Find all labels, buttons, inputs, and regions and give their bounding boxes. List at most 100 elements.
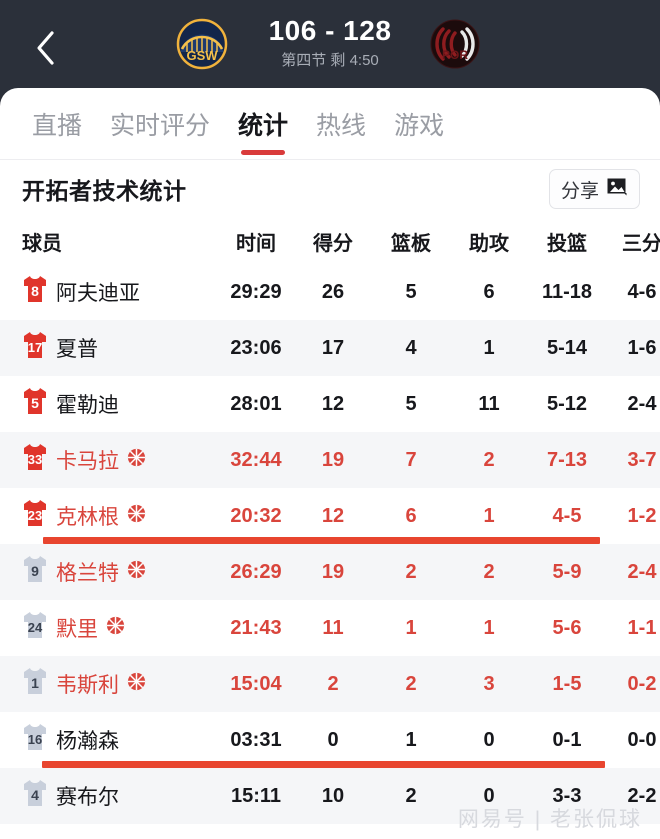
svg-text:24: 24 bbox=[28, 620, 43, 635]
basketball-icon bbox=[127, 448, 146, 473]
game-header: GSW POR 106 - 128 第四节 剩 4:50 bbox=[0, 0, 660, 96]
svg-text:4: 4 bbox=[31, 787, 39, 803]
jersey-icon: 1 bbox=[22, 666, 48, 702]
back-button[interactable] bbox=[26, 26, 66, 70]
cell-fieldgoal: 5-12 bbox=[546, 392, 588, 415]
svg-text:17: 17 bbox=[28, 340, 42, 355]
cell-rebounds: 2 bbox=[405, 560, 417, 583]
jersey-icon: 24 bbox=[22, 610, 48, 646]
table-row[interactable]: 24 默里 21:43 11 1 1 5-6 1-1 bbox=[0, 600, 660, 656]
cell-assists: 0 bbox=[483, 728, 495, 751]
cell-rebounds: 1 bbox=[405, 616, 417, 639]
player-cell: 1 韦斯利 bbox=[22, 666, 218, 702]
col-header-rebounds: 篮板 bbox=[391, 232, 431, 255]
cell-fieldgoal: 4-5 bbox=[552, 504, 582, 527]
player-name: 杨瀚森 bbox=[56, 730, 119, 753]
player-name: 韦斯利 bbox=[56, 674, 119, 697]
cell-assists: 6 bbox=[483, 280, 495, 303]
cell-assists: 1 bbox=[483, 616, 495, 639]
cell-minutes: 32:44 bbox=[230, 448, 282, 471]
svg-text:9: 9 bbox=[31, 563, 39, 579]
content-panel: 直播 实时评分 统计 热线 游戏 开拓者技术统计 分享 bbox=[0, 88, 660, 839]
cell-assists: 1 bbox=[483, 504, 495, 527]
svg-text:5: 5 bbox=[31, 395, 39, 411]
cell-threept: 3-7 bbox=[627, 448, 657, 471]
jersey-icon: 8 bbox=[22, 274, 48, 310]
player-cell: 17 夏普 bbox=[22, 330, 218, 366]
cell-minutes: 26:29 bbox=[230, 560, 282, 583]
cell-threept: 2-4 bbox=[627, 560, 657, 583]
jersey-icon: 16 bbox=[22, 722, 48, 758]
svg-text:23: 23 bbox=[28, 508, 42, 523]
tab-games-label: 游戏 bbox=[394, 111, 445, 140]
cell-rebounds: 5 bbox=[405, 392, 417, 415]
tab-hotline[interactable]: 热线 bbox=[302, 88, 380, 160]
table-row[interactable]: 23 克林根 20:32 12 6 1 4-5 1-2 bbox=[0, 488, 660, 544]
stats-table-body: 8 阿夫迪亚 29:29 26 5 6 11-18 4-6 17 夏普 23:06 17 4 1 5-14 1… bbox=[0, 264, 660, 824]
player-cell: 8 阿夫迪亚 bbox=[22, 274, 218, 310]
home-team-logo-gsw[interactable]: GSW bbox=[176, 18, 228, 70]
tab-stats[interactable]: 统计 bbox=[224, 88, 302, 160]
cell-threept: 1-2 bbox=[627, 504, 657, 527]
cell-threept: 0-2 bbox=[627, 672, 657, 695]
player-name: 夏普 bbox=[56, 338, 98, 361]
table-row[interactable]: 8 阿夫迪亚 29:29 26 5 6 11-18 4-6 bbox=[0, 264, 660, 320]
cell-points: 2 bbox=[327, 672, 339, 695]
basketball-icon bbox=[106, 616, 125, 641]
player-name: 默里 bbox=[56, 618, 98, 641]
table-row[interactable]: 9 格兰特 26:29 19 2 2 5-9 2-4 bbox=[0, 544, 660, 600]
cell-rebounds: 6 bbox=[405, 504, 417, 527]
basketball-icon bbox=[127, 504, 146, 529]
cell-assists: 1 bbox=[483, 336, 495, 359]
jersey-icon: 33 bbox=[22, 442, 48, 478]
player-cell: 16 杨瀚森 bbox=[22, 722, 218, 758]
cell-points: 12 bbox=[321, 392, 345, 415]
cell-rebounds: 2 bbox=[405, 672, 417, 695]
cell-threept: 1-1 bbox=[627, 616, 657, 639]
player-cell: 23 克林根 bbox=[22, 498, 218, 534]
cell-minutes: 29:29 bbox=[230, 280, 282, 303]
tab-hotline-label: 热线 bbox=[316, 111, 367, 140]
svg-text:33: 33 bbox=[28, 452, 42, 467]
cell-fieldgoal: 5-14 bbox=[546, 336, 588, 359]
cell-fieldgoal: 3-3 bbox=[552, 784, 582, 807]
cell-fieldgoal: 7-13 bbox=[546, 448, 588, 471]
cell-threept: 4-6 bbox=[627, 280, 657, 303]
share-button-label: 分享 bbox=[560, 180, 599, 202]
cell-minutes: 23:06 bbox=[230, 336, 282, 359]
jersey-icon: 23 bbox=[22, 498, 48, 534]
scoreboard: 106 - 128 第四节 剩 4:50 bbox=[200, 14, 460, 72]
tab-live[interactable]: 直播 bbox=[18, 88, 96, 160]
jersey-icon: 9 bbox=[22, 554, 48, 590]
tab-live-score-label: 实时评分 bbox=[110, 111, 211, 140]
cell-fieldgoal: 1-5 bbox=[552, 672, 582, 695]
cell-points: 26 bbox=[321, 280, 345, 303]
table-row[interactable]: 16 杨瀚森 03:31 0 1 0 0-1 0-0 bbox=[0, 712, 660, 768]
table-row[interactable]: 17 夏普 23:06 17 4 1 5-14 1-6 bbox=[0, 320, 660, 376]
tab-stats-label: 统计 bbox=[238, 111, 289, 140]
tab-games[interactable]: 游戏 bbox=[380, 88, 458, 160]
cell-minutes: 15:11 bbox=[230, 784, 282, 807]
table-row[interactable]: 4 赛布尔 15:11 10 2 0 3-3 2-2 bbox=[0, 768, 660, 824]
player-cell: 5 霍勒迪 bbox=[22, 386, 218, 422]
cell-threept: 2-4 bbox=[627, 392, 657, 415]
score-value: 106 - 128 bbox=[268, 15, 392, 46]
table-header-row: 球员 时间 得分 篮板 助攻 投篮 三分 bbox=[0, 218, 660, 264]
cell-rebounds: 5 bbox=[405, 280, 417, 303]
cell-threept: 1-6 bbox=[627, 336, 657, 359]
tab-live-score[interactable]: 实时评分 bbox=[96, 88, 224, 160]
svg-text:1: 1 bbox=[31, 675, 39, 691]
col-header-minutes: 时间 bbox=[236, 232, 276, 255]
cell-minutes: 21:43 bbox=[230, 616, 282, 639]
cell-assists: 2 bbox=[483, 448, 495, 471]
watermark: 网易号 | 老张侃球 bbox=[457, 808, 642, 831]
table-row[interactable]: 1 韦斯利 15:04 2 2 3 1-5 0-2 bbox=[0, 656, 660, 712]
table-row[interactable]: 33 卡马拉 32:44 19 7 2 7-13 3-7 bbox=[0, 432, 660, 488]
jersey-icon: 5 bbox=[22, 386, 48, 422]
table-row[interactable]: 5 霍勒迪 28:01 12 5 11 5-12 2-4 bbox=[0, 376, 660, 432]
svg-text:16: 16 bbox=[28, 732, 42, 747]
cell-minutes: 28:01 bbox=[230, 392, 282, 415]
away-team-logo-por[interactable]: POR bbox=[429, 18, 481, 70]
share-button[interactable]: 分享 bbox=[548, 169, 640, 209]
cell-assists: 0 bbox=[483, 784, 495, 807]
